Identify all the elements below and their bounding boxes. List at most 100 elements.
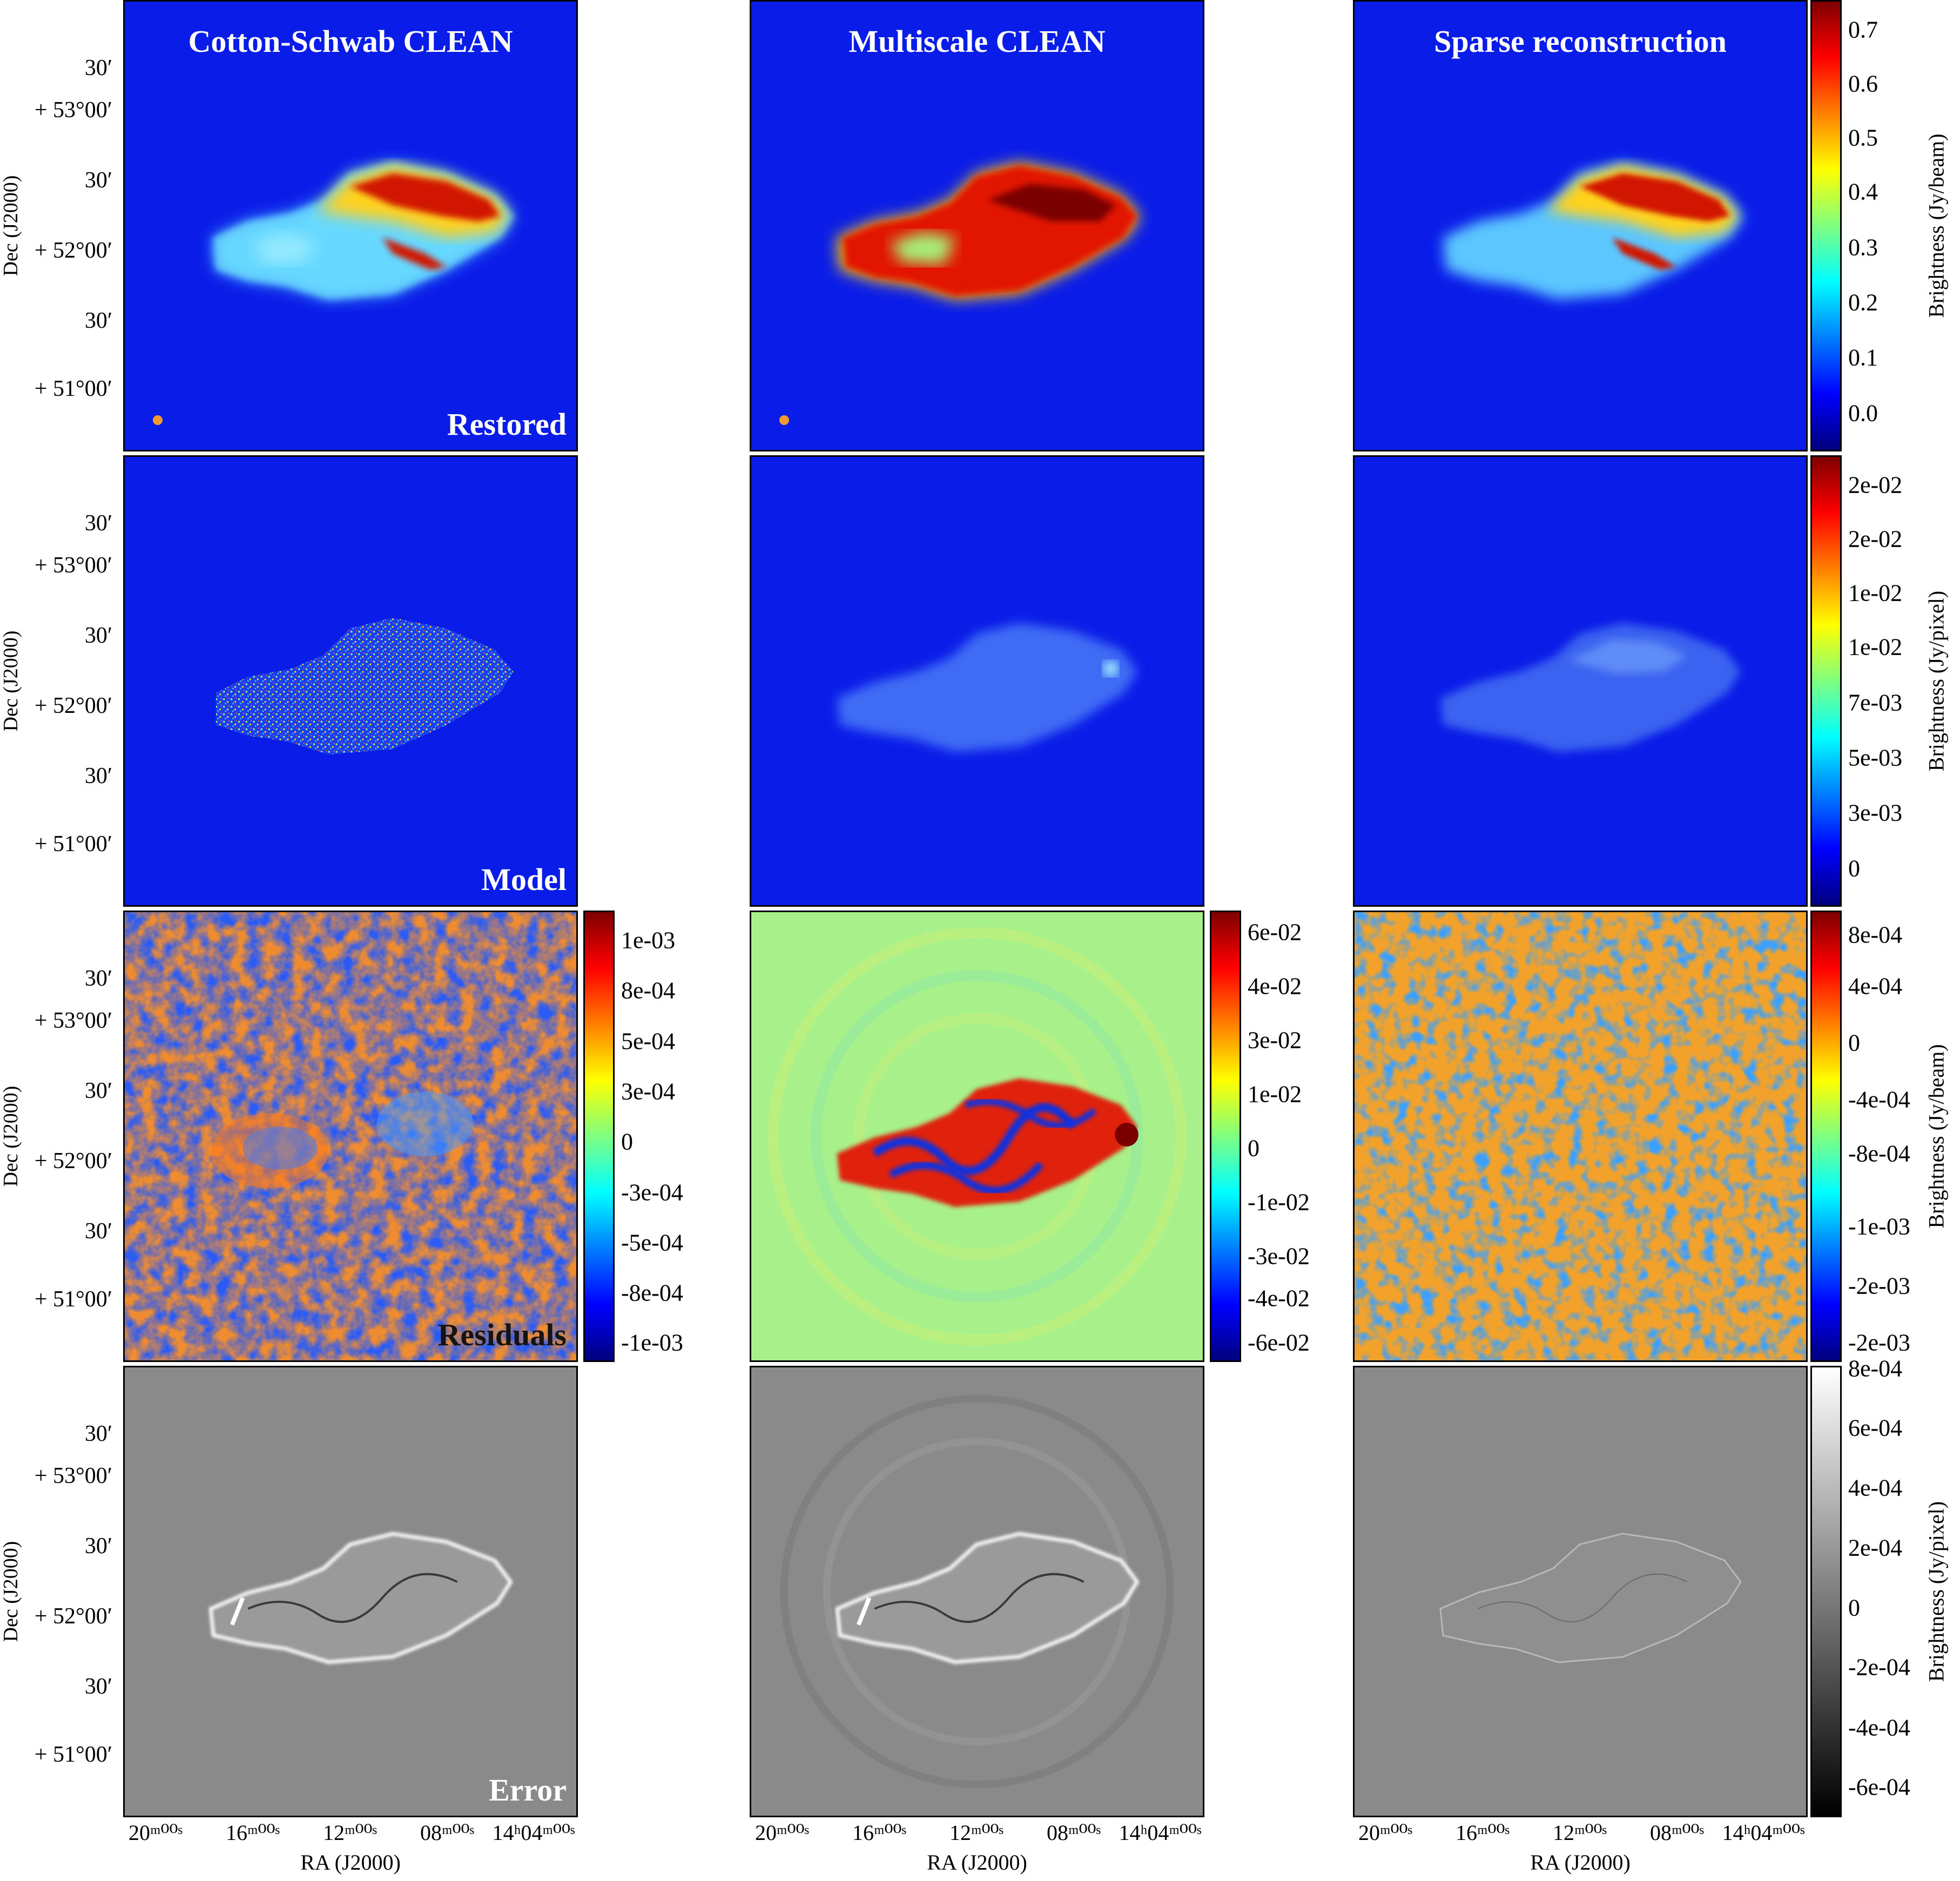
dec-tick: 30′ <box>84 511 112 536</box>
dec-tick: + 52°00′ <box>34 238 112 263</box>
colorbar-model-ticks: 2e-02 2e-02 1e-02 1e-02 7e-03 5e-03 3e-0… <box>1842 455 1923 907</box>
dec-tick: 30′ <box>84 1219 112 1244</box>
colorbar-restored-ticks: 0.7 0.6 0.5 0.4 0.3 0.2 0.1 0.0 <box>1842 0 1923 451</box>
dec-tick: + 51°00′ <box>34 832 112 857</box>
ra-tick: 20ᵐ⁰⁰ˢ <box>755 1821 810 1845</box>
colorbar-tick: -6e-04 <box>1848 1774 1910 1801</box>
colorbar-tick: 1e-02 <box>1848 579 1903 606</box>
error-image <box>1355 1367 1806 1816</box>
error-image <box>751 1367 1203 1816</box>
colorbar-tick: 5e-03 <box>1848 744 1903 771</box>
colorbar-tick: 2e-02 <box>1848 471 1903 498</box>
error-image <box>125 1367 576 1816</box>
method-title: Multiscale CLEAN <box>848 24 1106 59</box>
colorbar-tick: 0.1 <box>1848 344 1878 371</box>
ra-tick: 16ᵐ⁰⁰ˢ <box>225 1821 280 1845</box>
colorbar-tick: 0 <box>1848 1029 1860 1056</box>
ra-tick: 16ᵐ⁰⁰ˢ <box>852 1821 907 1845</box>
row-label: Residuals <box>437 1317 567 1352</box>
dec-tick: + 52°00′ <box>34 1149 112 1174</box>
colorbar-tick: 2e-02 <box>1848 525 1903 552</box>
colorbar-tick: 0.2 <box>1848 289 1878 316</box>
ra-axis-title: RA (J2000) <box>300 1850 401 1875</box>
colorbar-tick: 6e-02 <box>1248 919 1302 946</box>
dec-tick: 30′ <box>84 1421 112 1446</box>
ra-tick: 12ᵐ⁰⁰ˢ <box>1552 1821 1607 1845</box>
colorbar-tick: 2e-04 <box>1848 1534 1903 1561</box>
colorbar-tick: 0 <box>1848 855 1860 882</box>
dec-tick: + 52°00′ <box>34 693 112 718</box>
colorbar-tick: 0 <box>1248 1135 1259 1162</box>
ra-tick: 12ᵐ⁰⁰ˢ <box>322 1821 378 1845</box>
dec-tick: 30′ <box>84 1078 112 1103</box>
colorbar-tick: -5e-04 <box>621 1229 683 1256</box>
colorbar-residual-cs <box>583 911 615 1362</box>
colorbar-tick: 1e-03 <box>621 927 676 954</box>
panel-restored-ms-clean: Multiscale CLEAN <box>750 0 1204 451</box>
model-image <box>1355 457 1806 905</box>
colorbar-title: Brightness (Jy/pixel) <box>1924 590 1949 772</box>
colorbar-restored <box>1810 0 1842 451</box>
colorbar-tick: 0.7 <box>1848 16 1878 43</box>
ra-tick: 14ʰ04ᵐ⁰⁰ˢ <box>1119 1821 1202 1845</box>
ra-tick: 14ʰ04ᵐ⁰⁰ˢ <box>1722 1821 1805 1845</box>
restored-image <box>1355 2 1806 450</box>
dec-tick: + 53°00′ <box>34 1008 112 1033</box>
panel-residuals-cs-clean: Residuals <box>123 911 578 1362</box>
dec-axis-row-error: 30′ + 53°00′ 30′ + 52°00′ 30′ + 51°00′ D… <box>0 1366 120 1817</box>
ra-axis-title: RA (J2000) <box>1530 1850 1631 1875</box>
colorbar-tick: 7e-03 <box>1848 689 1903 716</box>
colorbar-tick: 0 <box>621 1128 633 1155</box>
colorbar-tick: -2e-03 <box>1848 1272 1910 1299</box>
beam-marker <box>779 415 789 425</box>
colorbar-residual-sparse <box>1810 911 1842 1362</box>
colorbar-tick: 0.5 <box>1848 124 1878 151</box>
colorbar-tick: 8e-04 <box>1848 921 1903 948</box>
colorbar-residual-sparse-ticks: 8e-04 4e-04 0 -4e-04 -8e-04 -1e-03 -2e-0… <box>1842 911 1923 1362</box>
restored-image <box>751 2 1203 450</box>
colorbar-tick: 4e-04 <box>1848 973 1903 1000</box>
colorbar-tick: -8e-04 <box>1848 1140 1910 1167</box>
ra-tick: 16ᵐ⁰⁰ˢ <box>1455 1821 1510 1845</box>
colorbar-tick: -3e-04 <box>621 1179 683 1206</box>
ra-tick: 14ʰ04ᵐ⁰⁰ˢ <box>492 1821 575 1845</box>
dec-axis-title: Dec (J2000) <box>0 1086 22 1187</box>
colorbar-tick: -8e-04 <box>621 1279 683 1306</box>
dec-tick: 30′ <box>84 764 112 788</box>
dec-tick: + 51°00′ <box>34 376 112 401</box>
colorbar-residual-cs-ticks: 1e-03 8e-04 5e-04 3e-04 0 -3e-04 -5e-04 … <box>615 911 696 1362</box>
method-title: Sparse reconstruction <box>1434 24 1727 59</box>
colorbar-tick: -1e-03 <box>621 1329 683 1356</box>
ra-axis-ticks: 20ᵐ⁰⁰ˢ 16ᵐ⁰⁰ˢ 12ᵐ⁰⁰ˢ 08ᵐ⁰⁰ˢ 14ʰ04ᵐ⁰⁰ˢ <box>1353 1820 1808 1852</box>
dec-tick: 30′ <box>84 966 112 991</box>
colorbar-tick: 4e-04 <box>1848 1474 1903 1501</box>
colorbar-tick: 1e-02 <box>1248 1081 1302 1108</box>
colorbar-tick: 5e-04 <box>621 1028 676 1055</box>
colorbar-tick: -1e-02 <box>1248 1189 1310 1216</box>
dec-tick: + 53°00′ <box>34 1464 112 1488</box>
panel-error-ms-clean <box>750 1366 1204 1817</box>
dec-tick: + 53°00′ <box>34 98 112 123</box>
ra-axis-title: RA (J2000) <box>927 1850 1027 1875</box>
colorbar-tick: 8e-04 <box>1848 1355 1903 1382</box>
residual-image <box>751 912 1203 1360</box>
row-label: Error <box>489 1772 567 1808</box>
colorbar-tick: 4e-02 <box>1248 973 1302 1000</box>
panel-residuals-sparse <box>1353 911 1808 1362</box>
dec-tick: 30′ <box>84 168 112 193</box>
colorbar-tick: -6e-02 <box>1248 1329 1310 1356</box>
restored-image <box>125 2 576 450</box>
colorbar-tick: 0.4 <box>1848 178 1878 205</box>
dec-tick: 30′ <box>84 56 112 80</box>
dec-tick: + 51°00′ <box>34 1742 112 1767</box>
ra-tick: 20ᵐ⁰⁰ˢ <box>128 1821 183 1845</box>
colorbar-tick: 0.0 <box>1848 400 1878 427</box>
colorbar-tick: -4e-04 <box>1848 1086 1910 1113</box>
colorbar-title: Brightness (Jy/pixel) <box>1924 1501 1949 1682</box>
panel-model-cs-clean: Model <box>123 455 578 907</box>
colorbar-tick: -4e-02 <box>1248 1285 1310 1312</box>
panel-restored-cs-clean: Cotton-Schwab CLEAN Restored <box>123 0 578 451</box>
colorbar-title: Brightness (Jy/beam) <box>1924 133 1949 318</box>
dec-tick: 30′ <box>84 623 112 648</box>
model-image <box>751 457 1203 905</box>
